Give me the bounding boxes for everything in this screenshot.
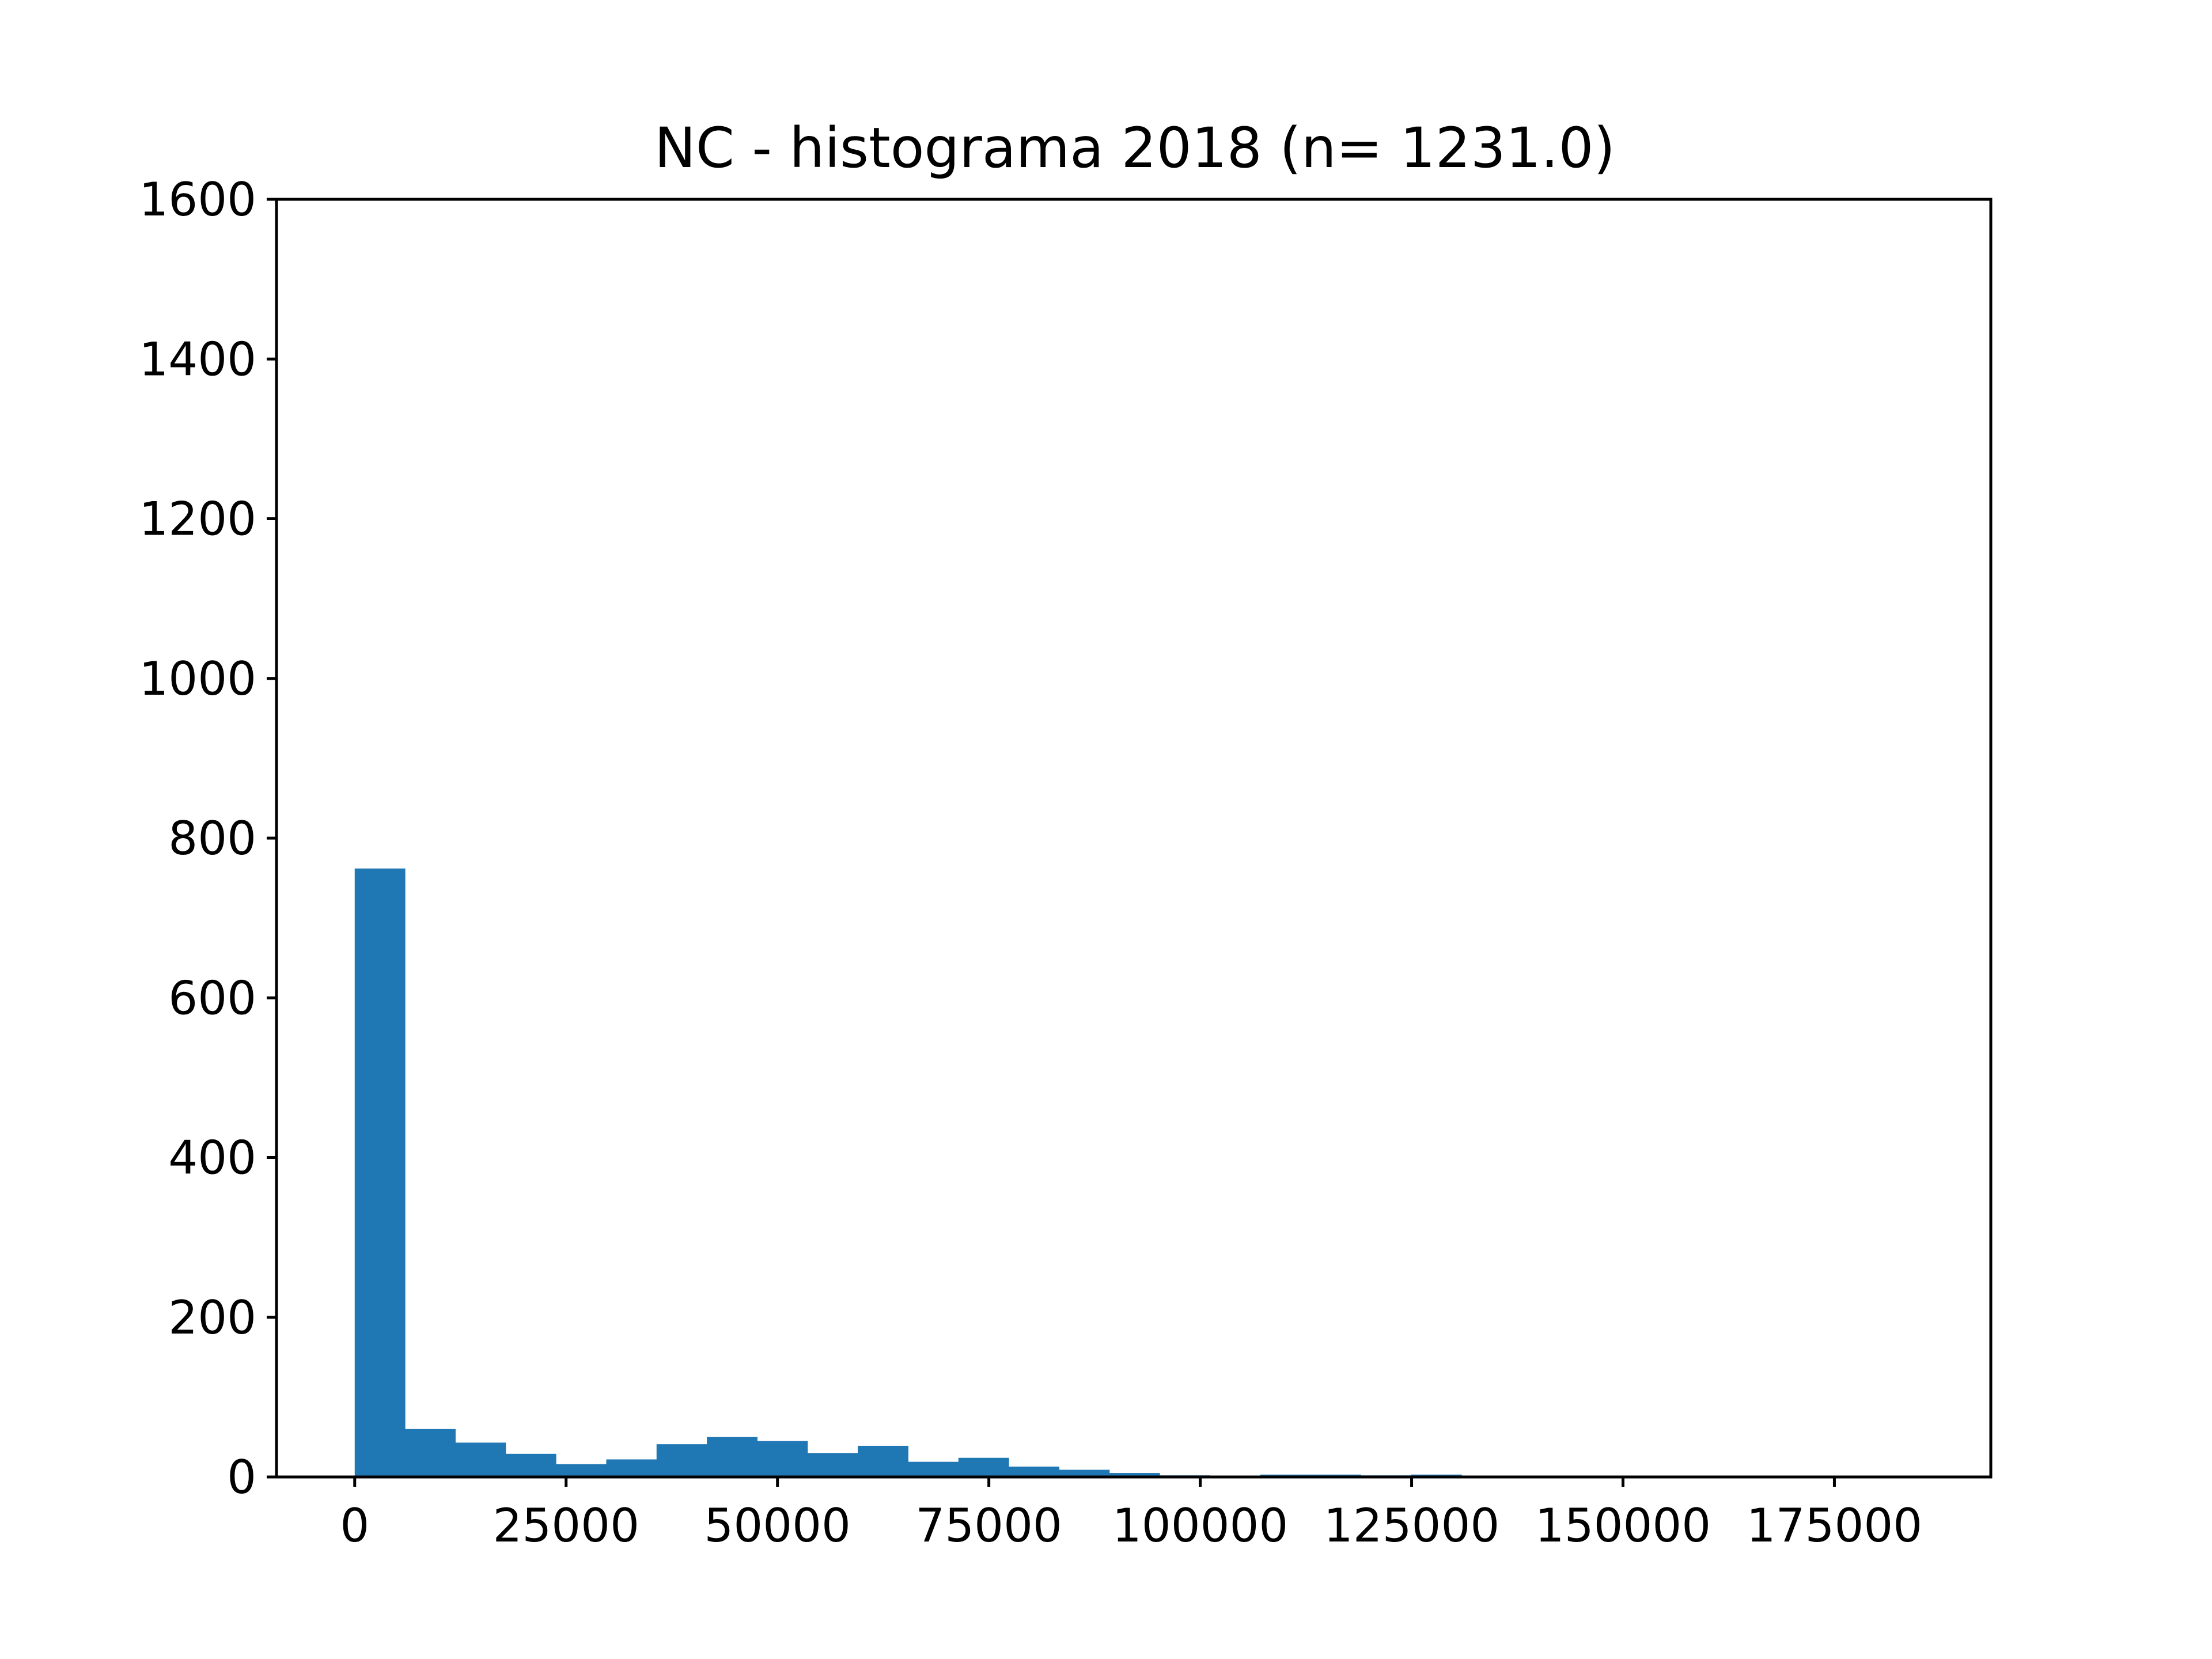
histogram-bar — [455, 1442, 506, 1477]
histogram-bar — [807, 1453, 858, 1477]
x-tick-label: 75000 — [915, 1499, 1062, 1552]
x-tick-label: 100000 — [1112, 1499, 1288, 1552]
chart-title: NC - histograma 2018 (n= 1231.0) — [654, 116, 1615, 180]
histogram-bar — [958, 1457, 1009, 1477]
x-tick-label: 150000 — [1535, 1499, 1711, 1552]
histogram-bar — [908, 1461, 959, 1477]
histogram-bar — [707, 1437, 757, 1477]
y-tick-label: 0 — [227, 1450, 256, 1504]
x-axis-ticks: 0 25000 50000 75000 100000 125000 150000 175000 — [340, 1477, 1922, 1552]
x-tick-label: 25000 — [493, 1499, 639, 1552]
y-tick-label: 1400 — [139, 332, 256, 386]
histogram-bar — [556, 1464, 607, 1477]
plot-frame — [275, 198, 1993, 1479]
x-tick-label: 175000 — [1747, 1499, 1922, 1552]
histogram-bar — [656, 1444, 707, 1477]
y-tick-label: 600 — [168, 971, 256, 1025]
histogram-bar — [757, 1441, 808, 1477]
histogram-bar — [405, 1429, 456, 1477]
histogram-bar — [606, 1459, 657, 1477]
histogram-bar — [354, 868, 406, 1477]
histogram-bar — [505, 1453, 556, 1477]
y-tick-label: 800 — [168, 812, 256, 865]
x-tick-label: 125000 — [1324, 1499, 1499, 1552]
y-tick-label: 400 — [168, 1131, 256, 1185]
x-tick-label: 0 — [340, 1499, 369, 1552]
histogram-bar — [858, 1445, 908, 1477]
y-axis-ticks: 0 200 400 600 800 1000 1200 1400 1600 — [139, 173, 276, 1504]
histogram-bar — [1059, 1469, 1110, 1477]
y-tick-label: 1000 — [139, 652, 256, 706]
y-tick-label: 200 — [168, 1291, 256, 1344]
histogram-bars — [354, 868, 1915, 1477]
y-tick-label: 1600 — [139, 173, 256, 226]
y-tick-label: 1200 — [139, 493, 256, 546]
histogram-bar — [1109, 1473, 1160, 1477]
x-tick-label: 50000 — [704, 1499, 851, 1552]
histogram-bar — [1009, 1466, 1059, 1477]
